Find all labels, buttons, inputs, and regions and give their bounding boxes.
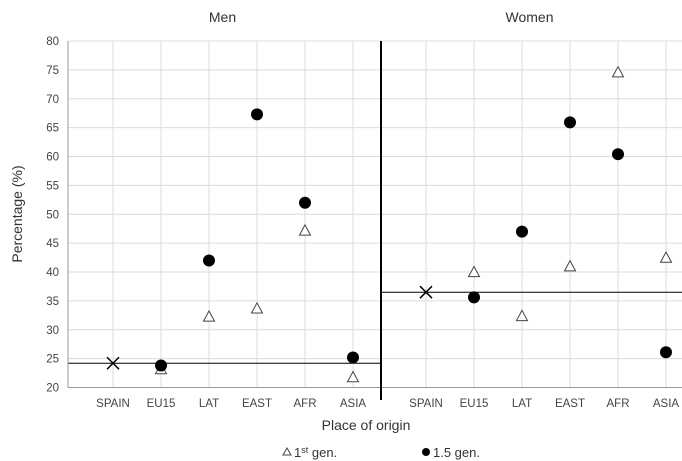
point-1st-gen xyxy=(515,309,529,322)
point-1-5-gen xyxy=(203,254,215,267)
point-1st-gen xyxy=(298,223,312,236)
point-1-5-gen xyxy=(468,291,480,304)
panel-title: Women xyxy=(506,9,554,25)
y-tick-label: 30 xyxy=(46,325,59,337)
point-1-5-gen xyxy=(612,148,624,161)
point-1st-gen xyxy=(563,259,577,272)
x-tick-label: SPAIN xyxy=(409,398,443,410)
reference-x-marker xyxy=(106,356,120,370)
reference-x-stroke xyxy=(419,285,433,299)
point-1-5-gen xyxy=(155,359,167,372)
reference-x-stroke xyxy=(106,356,120,370)
point-1st-gen xyxy=(611,65,625,78)
grid-layer xyxy=(68,40,682,388)
axes-layer xyxy=(67,41,682,400)
x-axis-title: Place of origin xyxy=(322,417,411,433)
labels-layer: 20 25 30 35 40 45 50 55 60 65 70 75 80 SPAIN EU15 LAT EA… xyxy=(9,9,679,433)
x-tick-label: EAST xyxy=(242,398,272,410)
point-1st-gen xyxy=(659,251,673,263)
x-tick-label: EAST xyxy=(555,398,585,410)
point-1st-gen xyxy=(467,265,481,278)
y-tick-label: 70 xyxy=(46,94,59,106)
panel-title: Men xyxy=(209,9,236,25)
x-tick-label: AFR xyxy=(294,398,317,410)
legend: 1st gen. 1.5 gen. xyxy=(282,445,480,460)
y-tick-label: 65 xyxy=(46,123,59,135)
y-tick-label: 55 xyxy=(46,180,59,192)
point-1-5-gen xyxy=(251,108,263,121)
legend-label: 1st gen. xyxy=(294,445,337,460)
point-1-5-gen xyxy=(347,351,359,364)
y-tick-label: 75 xyxy=(46,65,59,77)
reference-x-marker xyxy=(419,285,433,299)
data-marks xyxy=(106,65,673,383)
point-1-5-gen xyxy=(564,116,576,129)
point-1st-gen xyxy=(346,370,360,383)
x-tick-label: EU15 xyxy=(460,398,489,410)
legend-triangle-icon xyxy=(282,446,292,456)
point-1-5-gen xyxy=(299,196,311,209)
x-tick-label: LAT xyxy=(199,398,219,410)
y-tick-label: 60 xyxy=(46,152,59,164)
point-1-5-gen xyxy=(516,225,528,238)
legend-label: 1.5 gen. xyxy=(433,445,480,460)
x-tick-label: EU15 xyxy=(147,398,176,410)
point-1st-gen xyxy=(202,309,216,322)
reference-lines xyxy=(68,291,682,364)
y-tick-label: 45 xyxy=(46,238,59,250)
x-tick-label: LAT xyxy=(512,398,532,410)
y-tick-label: 40 xyxy=(46,267,59,279)
point-1-5-gen xyxy=(660,346,672,359)
y-tick-label: 80 xyxy=(46,36,59,48)
x-tick-label: ASIA xyxy=(653,398,680,410)
y-tick-label: 50 xyxy=(46,209,59,221)
y-axis-title: Percentage (%) xyxy=(9,165,25,262)
point-1st-gen xyxy=(250,301,264,314)
legend-circle-icon xyxy=(422,448,430,456)
x-tick-label: SPAIN xyxy=(96,398,130,410)
y-tick-label: 25 xyxy=(46,354,59,366)
y-tick-label: 35 xyxy=(46,296,59,308)
y-tick-label: 20 xyxy=(46,383,59,395)
x-tick-label: ASIA xyxy=(340,398,367,410)
x-tick-label: AFR xyxy=(607,398,630,410)
